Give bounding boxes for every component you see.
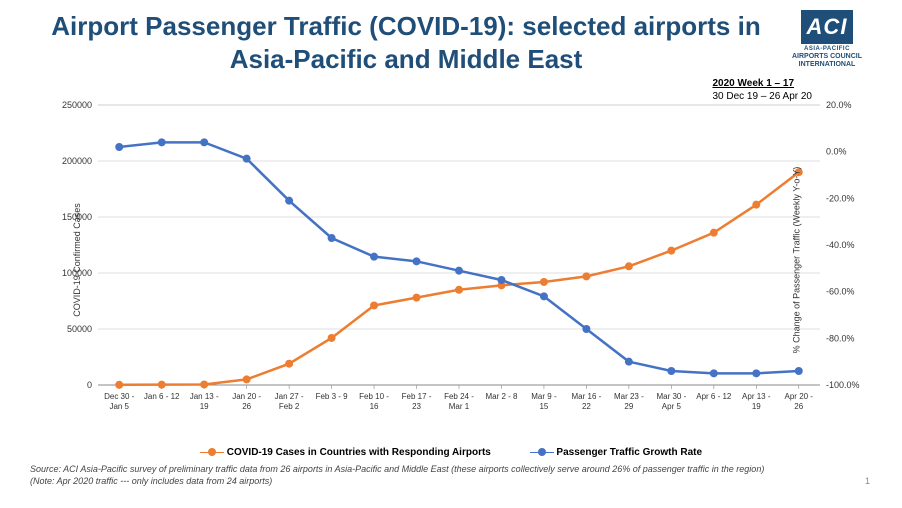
- chart-container: 2020 Week 1 – 17 30 Dec 19 – 26 Apr 20 C…: [30, 75, 872, 445]
- legend: COVID-19 Cases in Countries with Respond…: [0, 447, 902, 458]
- page-number: 1: [865, 476, 870, 486]
- svg-text:0: 0: [87, 380, 92, 390]
- period-title: 2020 Week 1 – 17: [712, 78, 794, 89]
- svg-text:19: 19: [752, 402, 761, 411]
- period-label: 2020 Week 1 – 17 30 Dec 19 – 26 Apr 20: [712, 77, 812, 103]
- svg-text:Mar 23 -: Mar 23 -: [614, 392, 644, 401]
- svg-text:Jan 13 -: Jan 13 -: [190, 392, 219, 401]
- svg-text:-80.0%: -80.0%: [826, 333, 855, 343]
- page-title: Airport Passenger Traffic (COVID-19): se…: [30, 10, 782, 75]
- source-line-2: (Note: Apr 2020 traffic --- only include…: [30, 476, 872, 488]
- svg-text:-20.0%: -20.0%: [826, 193, 855, 203]
- legend-label-cases: COVID-19 Cases in Countries with Respond…: [227, 447, 491, 458]
- chart-svg: 050000100000150000200000250000-100.0%-80…: [30, 75, 872, 445]
- svg-text:Feb 2: Feb 2: [279, 402, 300, 411]
- legend-item-traffic: Passenger Traffic Growth Rate: [530, 447, 702, 458]
- svg-text:Mar 2 - 8: Mar 2 - 8: [485, 392, 518, 401]
- legend-label-traffic: Passenger Traffic Growth Rate: [556, 447, 702, 458]
- source-note: Source: ACI Asia-Pacific survey of preli…: [0, 458, 902, 487]
- y1-axis-label: COVID-19 Confirmed Cases: [72, 203, 82, 317]
- y2-axis-label: % Change of Passenger Traffic (Weekly Y-…: [792, 167, 802, 354]
- logo-subtitle-2b: INTERNATIONAL: [782, 61, 872, 68]
- svg-text:200000: 200000: [62, 156, 92, 166]
- logo-subtitle-1: ASIA-PACIFIC: [782, 46, 872, 52]
- logo-subtitle-2a: AIRPORTS COUNCIL: [782, 53, 872, 60]
- svg-text:Apr 13 -: Apr 13 -: [742, 392, 771, 401]
- svg-text:Mar 30 -: Mar 30 -: [656, 392, 686, 401]
- source-line-1: Source: ACI Asia-Pacific survey of preli…: [30, 464, 872, 476]
- svg-text:20.0%: 20.0%: [826, 100, 852, 110]
- svg-text:Feb 17 -: Feb 17 -: [402, 392, 432, 401]
- period-range: 30 Dec 19 – 26 Apr 20: [712, 91, 812, 102]
- legend-marker-traffic: [530, 447, 554, 457]
- svg-text:Dec 30 -: Dec 30 -: [104, 392, 135, 401]
- svg-text:26: 26: [242, 402, 251, 411]
- legend-item-cases: COVID-19 Cases in Countries with Respond…: [200, 447, 494, 458]
- svg-text:26: 26: [794, 402, 803, 411]
- svg-text:Mar 9 -: Mar 9 -: [531, 392, 557, 401]
- svg-text:Feb 24 -: Feb 24 -: [444, 392, 474, 401]
- svg-text:Apr 20 -: Apr 20 -: [785, 392, 814, 401]
- svg-text:Jan 5: Jan 5: [109, 402, 129, 411]
- svg-text:-100.0%: -100.0%: [826, 380, 860, 390]
- svg-text:19: 19: [200, 402, 209, 411]
- svg-text:Feb 10 -: Feb 10 -: [359, 392, 389, 401]
- aci-logo: ACI ASIA-PACIFIC AIRPORTS COUNCIL INTERN…: [782, 10, 872, 68]
- svg-text:0.0%: 0.0%: [826, 147, 847, 157]
- svg-text:-40.0%: -40.0%: [826, 240, 855, 250]
- svg-text:50000: 50000: [67, 324, 92, 334]
- svg-text:Mar 1: Mar 1: [449, 402, 470, 411]
- svg-text:Jan 27 -: Jan 27 -: [275, 392, 304, 401]
- svg-text:16: 16: [370, 402, 379, 411]
- svg-text:Apr 6 - 12: Apr 6 - 12: [696, 392, 732, 401]
- svg-text:Jan 20 -: Jan 20 -: [232, 392, 261, 401]
- svg-text:22: 22: [582, 402, 591, 411]
- svg-text:Apr 5: Apr 5: [662, 402, 682, 411]
- logo-text: ACI: [801, 10, 854, 44]
- svg-text:Mar 16 -: Mar 16 -: [572, 392, 602, 401]
- legend-marker-cases: [200, 447, 224, 457]
- svg-text:23: 23: [412, 402, 421, 411]
- svg-text:15: 15: [539, 402, 548, 411]
- svg-text:29: 29: [624, 402, 633, 411]
- svg-text:Jan 6 - 12: Jan 6 - 12: [144, 392, 180, 401]
- svg-text:250000: 250000: [62, 100, 92, 110]
- svg-text:-60.0%: -60.0%: [826, 287, 855, 297]
- svg-text:Feb 3 - 9: Feb 3 - 9: [316, 392, 349, 401]
